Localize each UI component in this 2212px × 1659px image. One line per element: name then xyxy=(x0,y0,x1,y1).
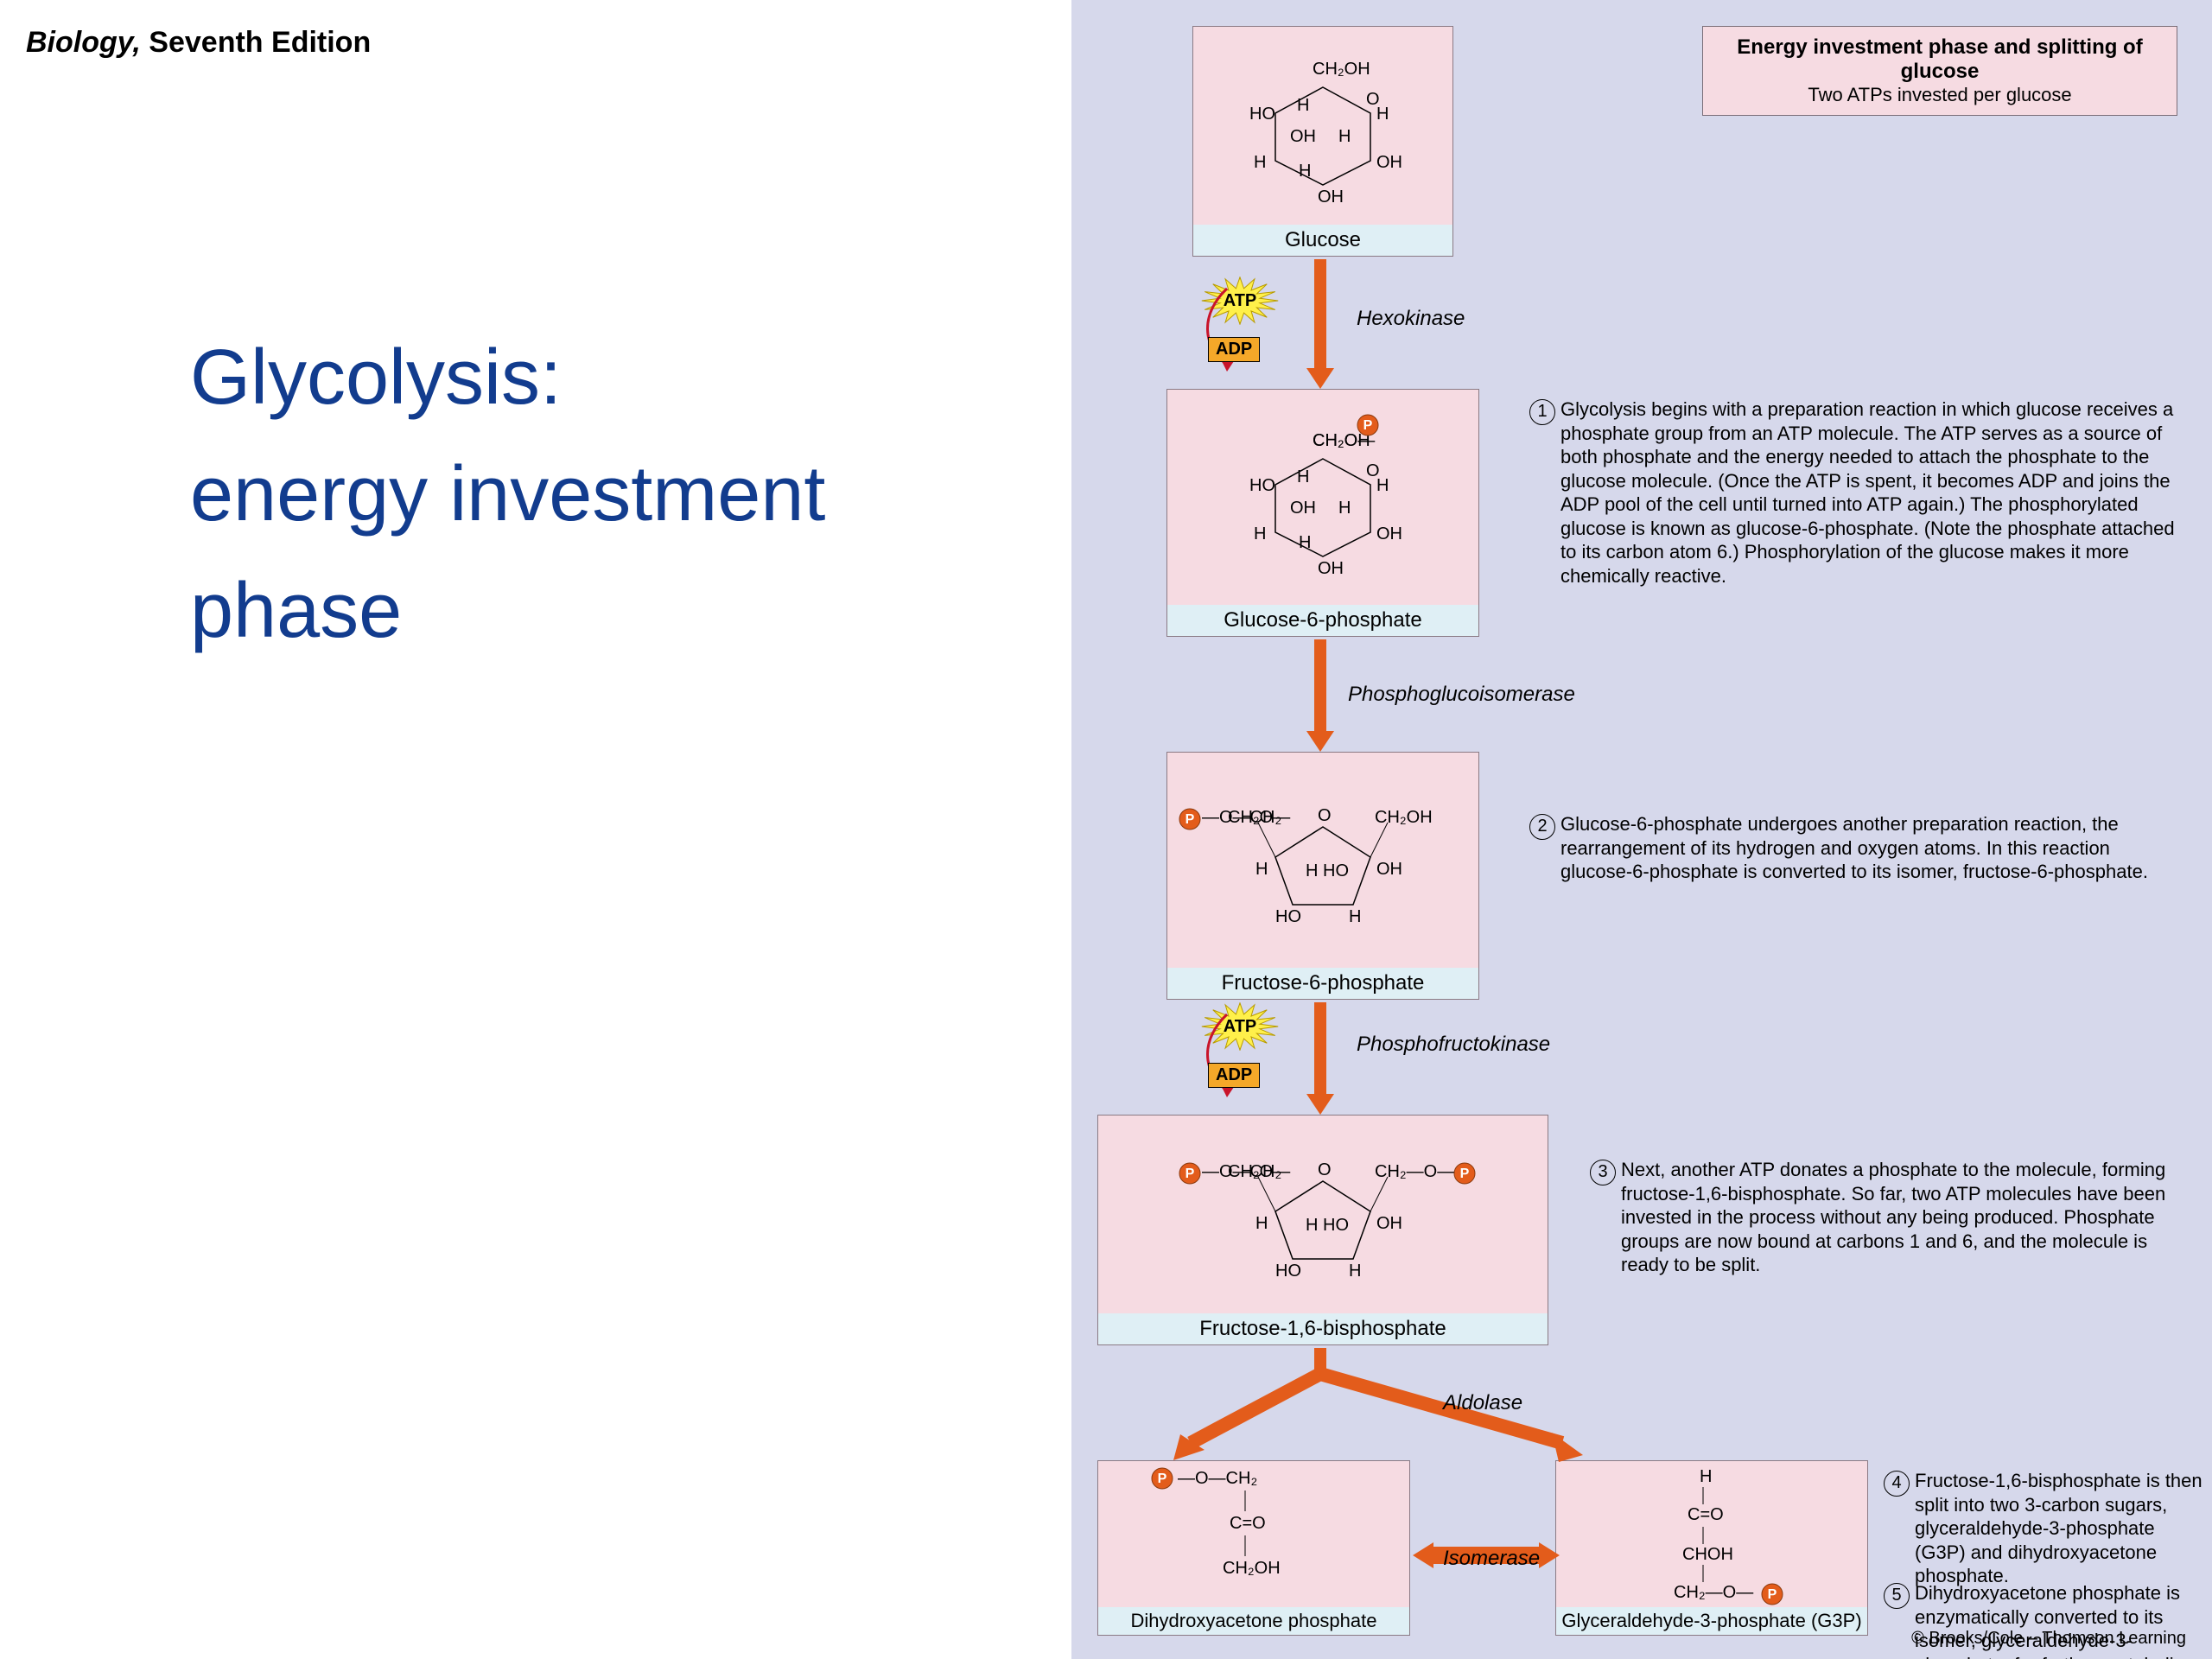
step-5: 5Dihydroxyacetone phosphate is enzymatic… xyxy=(1884,1581,2203,1659)
step-2: 2Glucose-6-phosphate undergoes another p… xyxy=(1529,812,2169,884)
molecule-label: Glyceraldehyde-3-phosphate (G3P) xyxy=(1555,1607,1868,1636)
svg-text:H: H xyxy=(1338,127,1351,146)
step-4: 4Fructose-1,6-bisphosphate is then split… xyxy=(1884,1469,2203,1588)
svg-text:P: P xyxy=(1185,812,1195,827)
svg-text:O: O xyxy=(1318,1160,1332,1179)
enzyme-label: Aldolase xyxy=(1443,1391,1522,1415)
svg-text:P: P xyxy=(1185,1166,1195,1181)
svg-text:HO: HO xyxy=(1275,1262,1301,1281)
step-number-icon: 1 xyxy=(1529,399,1555,425)
svg-text:P: P xyxy=(1768,1587,1777,1602)
svg-text:CH₂OH: CH₂OH xyxy=(1313,60,1370,79)
svg-text:—O—CH₂: —O—CH₂ xyxy=(1202,1162,1281,1181)
svg-text:CH₂—O—: CH₂—O— xyxy=(1674,1583,1753,1602)
svg-text:H: H xyxy=(1254,524,1266,543)
enzyme-label: Isomerase xyxy=(1443,1547,1540,1571)
molecule-label: Glucose xyxy=(1192,225,1453,257)
slide-title: Glycolysis:energy investment phase xyxy=(190,320,968,670)
svg-text:H: H xyxy=(1254,153,1266,172)
svg-text:OH: OH xyxy=(1376,153,1402,172)
step-number-icon: 3 xyxy=(1590,1160,1616,1185)
svg-text:H: H xyxy=(1255,860,1268,879)
svg-text:H HO: H HO xyxy=(1306,861,1349,880)
svg-text:C=O: C=O xyxy=(1688,1505,1724,1524)
svg-text:CH₂OH: CH₂OH xyxy=(1375,808,1433,827)
svg-text:HO: HO xyxy=(1249,476,1275,495)
molecule-fructose-1-6-bisphosphate: OCH₂O—P—O—CH₂CH₂—O—PH HOHOHHOH xyxy=(1097,1115,1548,1315)
molecule-glucose-6-phosphate: OCH₂OHPCH₂O—HOHOHHOHOHHHH xyxy=(1166,389,1479,607)
book-title: Biology, Seventh Edition xyxy=(26,26,371,60)
svg-text:H: H xyxy=(1376,476,1389,495)
svg-text:OH: OH xyxy=(1376,860,1402,879)
molecule-fructose-6-phosphate: OCH₂O—P—O—CH₂CH₂OHH HOHOHHOH xyxy=(1166,752,1479,969)
step-3: 3Next, another ATP donates a phosphate t… xyxy=(1590,1158,2195,1277)
svg-text:H: H xyxy=(1297,96,1309,115)
info-line2: Two ATPs invested per glucose xyxy=(1715,84,2164,106)
enzyme-label: Phosphofructokinase xyxy=(1357,1033,1550,1057)
svg-text:H: H xyxy=(1299,533,1311,552)
molecule-label: Dihydroxyacetone phosphate xyxy=(1097,1607,1410,1636)
book-title-italic: Biology, xyxy=(26,26,141,59)
svg-text:OH: OH xyxy=(1290,499,1316,518)
adp-badge: ADP xyxy=(1208,337,1260,362)
enzyme-label: Phosphoglucoisomerase xyxy=(1348,683,1575,707)
step-number-icon: 4 xyxy=(1884,1471,1910,1497)
svg-text:H: H xyxy=(1338,499,1351,518)
svg-text:OH: OH xyxy=(1376,524,1402,543)
svg-text:CH₂OH: CH₂OH xyxy=(1223,1559,1281,1578)
svg-text:C=O: C=O xyxy=(1230,1514,1266,1533)
info-line1: Energy investment phase and splitting of… xyxy=(1715,35,2164,84)
svg-text:O: O xyxy=(1318,806,1332,825)
step-1: 1Glycolysis begins with a preparation re… xyxy=(1529,397,2186,588)
enzyme-label: Hexokinase xyxy=(1357,307,1465,331)
molecule-label: Fructose-1,6-bisphosphate xyxy=(1097,1313,1548,1345)
book-title-edition: Seventh Edition xyxy=(141,26,371,59)
svg-text:HO: HO xyxy=(1249,105,1275,124)
svg-text:OH: OH xyxy=(1318,188,1344,207)
svg-text:OH: OH xyxy=(1318,559,1344,578)
adp-badge: ADP xyxy=(1208,1063,1260,1088)
svg-text:CHOH: CHOH xyxy=(1682,1545,1733,1564)
svg-text:HO: HO xyxy=(1275,907,1301,926)
svg-text:H: H xyxy=(1297,467,1309,486)
svg-text:H: H xyxy=(1349,907,1361,926)
molecule-label: Glucose-6-phosphate xyxy=(1166,605,1479,637)
svg-text:H: H xyxy=(1349,1262,1361,1281)
svg-text:P: P xyxy=(1460,1166,1470,1181)
molecule-glucose: OCH₂OHHOHOHHOHOHHHH xyxy=(1192,26,1453,226)
svg-text:H: H xyxy=(1376,105,1389,124)
step-number-icon: 5 xyxy=(1884,1583,1910,1609)
svg-text:H: H xyxy=(1255,1214,1268,1233)
molecule-label: Fructose-6-phosphate xyxy=(1166,968,1479,1000)
svg-text:OH: OH xyxy=(1290,127,1316,146)
svg-text:—O—CH₂: —O—CH₂ xyxy=(1202,808,1281,827)
svg-text:CH₂O—: CH₂O— xyxy=(1313,431,1375,450)
phase-info-box: Energy investment phase and splitting of… xyxy=(1702,26,2177,116)
svg-text:OH: OH xyxy=(1376,1214,1402,1233)
svg-text:H: H xyxy=(1299,162,1311,181)
step-number-icon: 2 xyxy=(1529,814,1555,840)
svg-text:H HO: H HO xyxy=(1306,1216,1349,1235)
